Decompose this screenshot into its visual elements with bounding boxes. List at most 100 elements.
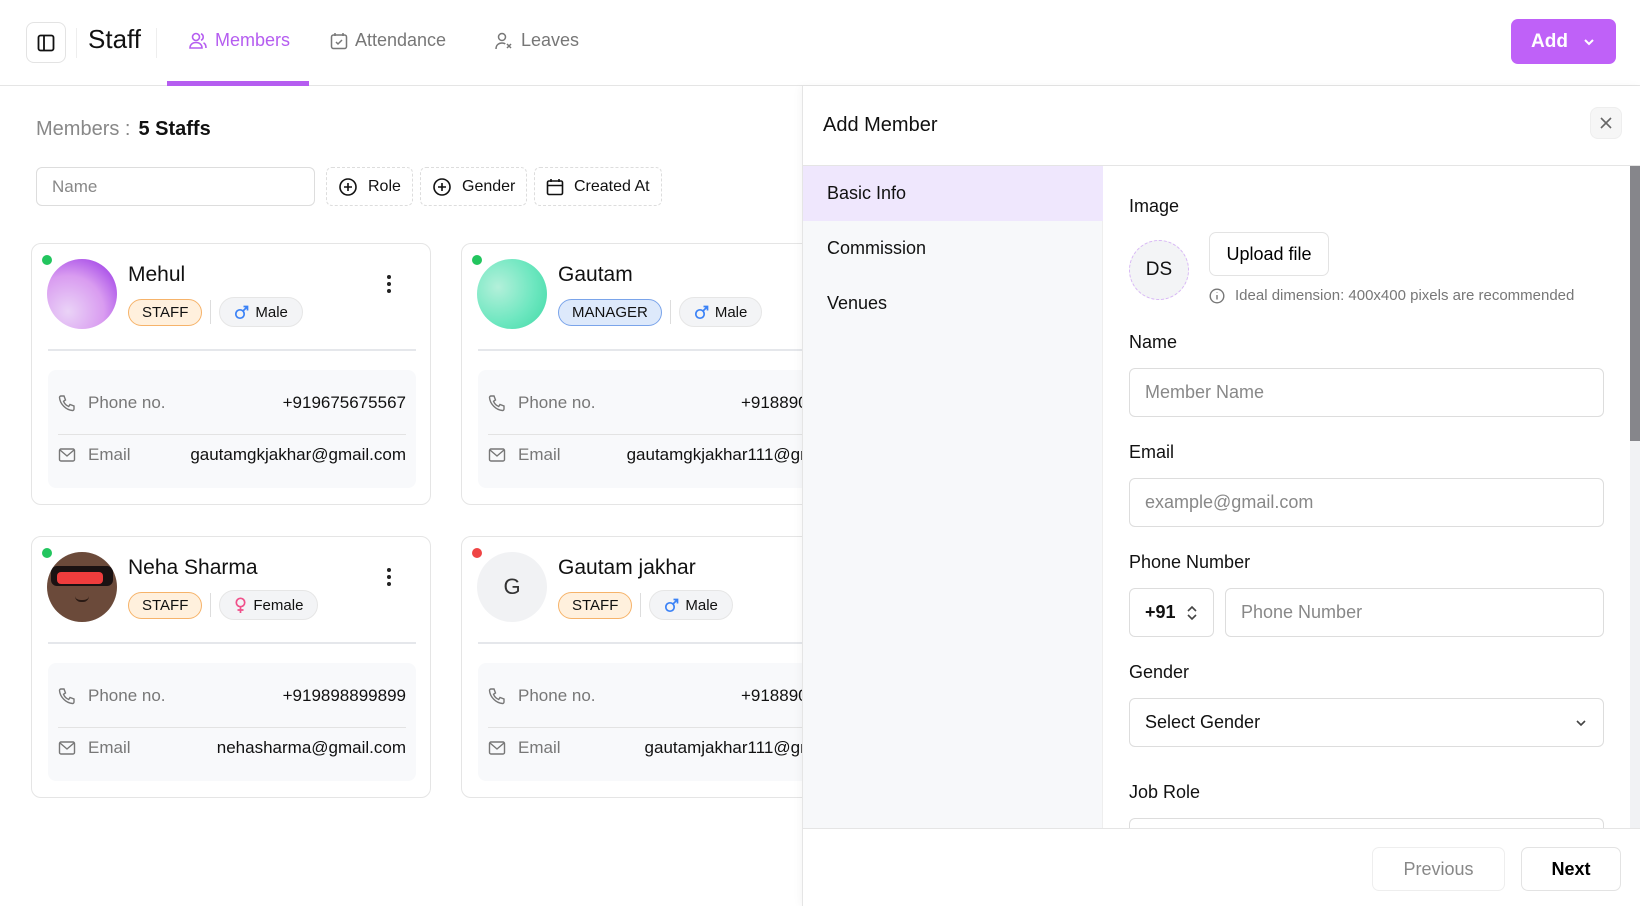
- panel-nav: Basic Info Commission Venues: [803, 166, 1103, 828]
- next-button[interactable]: Next: [1521, 847, 1621, 891]
- role-badge: STAFF: [558, 591, 633, 619]
- add-button[interactable]: Add: [1511, 19, 1616, 64]
- member-name: Mehul: [128, 263, 186, 286]
- member-name: Gautam: [558, 263, 633, 286]
- page-title: Staff: [88, 24, 142, 54]
- member-card[interactable]: Mehul STAFF Male Phone no. +919675675567…: [31, 243, 431, 505]
- tab-attendance[interactable]: Attendance: [330, 30, 446, 51]
- more-options-button[interactable]: [382, 272, 396, 296]
- add-label: Add: [1531, 30, 1568, 52]
- mail-icon: [58, 448, 76, 462]
- member-card[interactable]: Neha Sharma STAFF Female Phone no. +9198…: [31, 536, 431, 798]
- status-dot: [472, 548, 482, 558]
- avatar-initial: G: [477, 552, 547, 622]
- upload-file-button[interactable]: Upload file: [1209, 232, 1329, 276]
- form-scrollbar[interactable]: [1630, 166, 1640, 828]
- phone-label: Phone no.: [518, 393, 596, 412]
- filter-label: Created At: [574, 177, 650, 195]
- active-tab-indicator: [167, 81, 309, 86]
- email-value: gautamjakhar111@gmail.: [644, 738, 836, 757]
- nav-venues[interactable]: Venues: [827, 293, 888, 313]
- users-icon: [189, 32, 207, 49]
- hint-text: Ideal dimension: 400x400 pixels are reco…: [1235, 287, 1575, 304]
- status-dot: [472, 255, 482, 265]
- close-icon: [1600, 117, 1612, 129]
- chevron-down-icon: [1584, 38, 1594, 45]
- created-at-filter-button[interactable]: Created At: [534, 167, 662, 206]
- tab-label: Attendance: [355, 30, 447, 50]
- phone-value: +919898899899: [282, 686, 406, 705]
- gender-text: Female: [253, 596, 304, 614]
- members-summary: Members : 5 Staffs: [36, 118, 211, 141]
- panel-title: Add Member: [823, 114, 938, 136]
- gender-select[interactable]: Select Gender: [1129, 698, 1604, 747]
- avatar: [47, 552, 117, 622]
- plus-circle-icon: [433, 177, 451, 196]
- member-card[interactable]: G Gautam jakhar STAFF Male Phone no. +91…: [461, 536, 861, 798]
- member-card[interactable]: Gautam MANAGER Male Phone no. +918890022…: [461, 243, 861, 505]
- more-options-button[interactable]: [382, 565, 396, 589]
- tab-label: Members: [215, 30, 291, 50]
- sidebar-toggle-button[interactable]: [26, 22, 66, 63]
- nav-basic-info[interactable]: Basic Info: [803, 166, 1103, 221]
- gender-badge: Female: [219, 590, 319, 620]
- job-role-label: Job Role: [1129, 782, 1201, 802]
- email-value: gautamgkjakhar111@gmail.: [626, 445, 836, 464]
- country-code-select[interactable]: +91: [1129, 588, 1214, 637]
- tab-leaves[interactable]: Leaves: [494, 30, 579, 51]
- email-label: Email: [518, 738, 561, 757]
- email-label: Email: [88, 738, 131, 757]
- filter-label: Gender: [462, 177, 516, 195]
- gender-badge: Male: [678, 297, 763, 327]
- email-label: Email: [518, 445, 561, 464]
- contact-info: Phone no. +918890022 Email gautamgkjakha…: [478, 370, 846, 488]
- role-filter-button[interactable]: Role: [326, 167, 413, 206]
- male-icon: [694, 305, 709, 319]
- calendar-icon: [546, 178, 564, 195]
- member-name-input[interactable]: [1129, 368, 1604, 417]
- phone-icon: [488, 688, 505, 705]
- female-icon: [235, 596, 246, 613]
- gender-text: Male: [714, 303, 748, 321]
- name-search-input[interactable]: [36, 167, 315, 206]
- members-label: Members :: [36, 118, 131, 140]
- status-dot: [42, 255, 52, 265]
- user-x-icon: [495, 32, 512, 49]
- job-role-select[interactable]: [1129, 818, 1604, 828]
- phone-number-input[interactable]: [1225, 588, 1604, 637]
- add-member-panel: Add Member Basic Info Commission Venues …: [802, 86, 1640, 906]
- email-value: nehasharma@gmail.com: [216, 738, 406, 757]
- member-name: Neha Sharma: [128, 556, 258, 579]
- contact-info: Phone no. +919898899899 Email nehasharma…: [48, 663, 416, 781]
- top-header: Staff Members Attendance Leaves Add: [0, 0, 1640, 86]
- phone-value: +919675675567: [282, 393, 406, 412]
- phone-label: Phone Number: [1129, 552, 1251, 572]
- avatar: G: [477, 552, 547, 622]
- avatar-preview: DS: [1129, 240, 1189, 300]
- gender-value: Select Gender: [1145, 712, 1261, 732]
- close-button[interactable]: [1590, 107, 1622, 139]
- gender-filter-button[interactable]: Gender: [420, 167, 528, 206]
- filter-label: Role: [368, 177, 401, 195]
- image-hint: Ideal dimension: 400x400 pixels are reco…: [1209, 287, 1574, 304]
- contact-info: Phone no. +918890022 Email gautamjakhar1…: [478, 663, 846, 781]
- image-label: Image: [1129, 196, 1180, 216]
- chevron-up-down-icon: [1187, 605, 1197, 620]
- nav-commission[interactable]: Commission: [827, 238, 927, 258]
- phone-label: Phone no.: [88, 686, 166, 705]
- gender-text: Male: [255, 303, 288, 321]
- previous-button[interactable]: Previous: [1372, 847, 1505, 891]
- member-name: Gautam jakhar: [558, 556, 696, 579]
- contact-info: Phone no. +919675675567 Email gautamgkja…: [48, 370, 416, 488]
- scrollbar-thumb[interactable]: [1630, 166, 1640, 441]
- avatar: [47, 259, 117, 329]
- gender-badge: Male: [219, 297, 303, 327]
- email-value: gautamgkjakhar@gmail.com: [190, 445, 406, 464]
- calendar-check-icon: [330, 32, 348, 49]
- email-input[interactable]: [1129, 478, 1604, 527]
- mail-icon: [488, 448, 506, 462]
- info-icon: [1209, 287, 1225, 304]
- role-badge: STAFF: [128, 591, 203, 619]
- role-badge: STAFF: [128, 298, 203, 326]
- tab-members[interactable]: Members: [188, 30, 290, 51]
